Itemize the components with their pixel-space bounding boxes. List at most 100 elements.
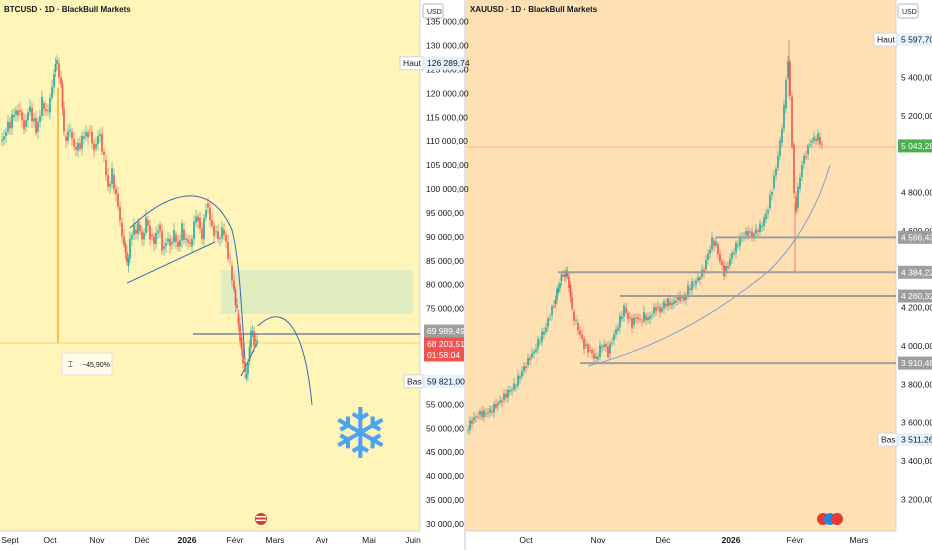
btc-candle: [69, 129, 71, 132]
btc-candle: [3, 136, 5, 140]
xau-candle: [641, 321, 643, 322]
measure-value: −45,90%: [82, 362, 110, 369]
measure-icon: ⌶: [68, 360, 73, 369]
btc-high-badge[interactable]: 126 289,74 Haut: [399, 56, 470, 71]
xau-candle: [499, 400, 501, 403]
btc-y-tick: 45 000,00: [426, 447, 464, 457]
xau-candle: [629, 317, 631, 319]
xau-plot-bg[interactable]: [466, 0, 896, 531]
xau-candle: [751, 231, 753, 239]
btc-candle: [15, 110, 17, 115]
xau-candle: [495, 403, 497, 408]
btc-candle: [67, 131, 69, 141]
btc-candle: [33, 118, 35, 122]
btc-level-badge[interactable]: 69 989,49: [424, 324, 465, 338]
xau-candle: [505, 393, 507, 398]
btc-candle: [7, 121, 9, 132]
xau-level-badge[interactable]: 4 384,22: [898, 265, 932, 279]
btc-y-tick: 130 000,00: [426, 40, 469, 50]
xau-candle: [577, 322, 579, 331]
xau-level-badge-value: 3 910,48: [901, 358, 932, 368]
btc-time-scale[interactable]: [0, 531, 464, 550]
btc-candle: [89, 131, 91, 133]
xau-low-badge[interactable]: 3 511,26 Bas: [877, 432, 932, 447]
xau-candle: [695, 280, 697, 285]
xau-candle: [571, 297, 573, 309]
xau-candle: [821, 144, 823, 146]
btc-zone-rect[interactable]: [221, 270, 413, 314]
pane-divider[interactable]: [464, 0, 466, 550]
xau-y-tick: 4 000,00: [901, 341, 932, 351]
btc-currency-button[interactable]: USD: [422, 3, 444, 19]
xau-level-badge[interactable]: 4 566,43: [898, 230, 932, 244]
xau-low-badge-value: 3 511,26: [901, 435, 932, 445]
xau-candle: [611, 342, 613, 344]
btc-candle: [256, 340, 258, 342]
btc-y-tick: 80 000,00: [426, 280, 464, 290]
btc-price-scale[interactable]: [420, 0, 464, 531]
btc-candle: [139, 224, 141, 232]
xau-candle: [779, 140, 781, 156]
xau-time-scale[interactable]: [466, 531, 932, 550]
btc-plot-bg[interactable]: [0, 0, 420, 531]
xau-candle: [753, 233, 755, 237]
btc-level-badge-value: 69 989,49: [427, 326, 465, 336]
us-flag-icon[interactable]: [255, 513, 267, 525]
xau-candle: [523, 366, 525, 371]
xau-candle: [729, 258, 731, 266]
xau-candle: [657, 306, 659, 308]
btc-candle: [147, 220, 149, 226]
btc-candle: [217, 231, 219, 240]
xau-last-badge[interactable]: 5 043,28: [898, 139, 932, 153]
xau-candle: [719, 254, 721, 263]
xau-candle: [687, 285, 689, 296]
xau-x-tick: 2026: [722, 535, 741, 545]
xau-high-badge-value: 5 597,70: [901, 35, 932, 45]
btc-countdown-badge[interactable]: 01:58:04: [424, 348, 464, 362]
xau-candle: [757, 230, 759, 232]
xau-high-badge[interactable]: 5 597,70 Haut: [873, 32, 932, 47]
xau-candle: [551, 306, 553, 316]
xau-candle: [775, 168, 777, 176]
xau-x-tick: Févr: [787, 535, 804, 545]
xau-candle: [783, 104, 785, 129]
xau-candle: [547, 318, 549, 327]
xau-candle: [791, 96, 793, 148]
btc-low-badge[interactable]: 59 821,00 Bas: [403, 374, 465, 389]
btc-measure-box[interactable]: ⌶ −45,90%: [61, 352, 113, 376]
btc-candle: [17, 110, 19, 116]
btc-candle: [159, 224, 161, 231]
btc-candle: [207, 203, 209, 208]
xau-candle: [765, 213, 767, 220]
xau-level-badge[interactable]: 4 260,32: [898, 289, 932, 303]
btc-currency-label: USD: [427, 9, 442, 16]
us-flag-icon-group[interactable]: [817, 513, 843, 525]
btc-x-tick: 2026: [178, 535, 197, 545]
xau-candle: [623, 305, 625, 317]
btc-trend-lower[interactable]: [126, 241, 216, 284]
btc-candle: [187, 239, 189, 243]
btc-candle: [91, 131, 93, 144]
btc-candle: [56, 59, 58, 65]
btc-candle: [175, 234, 177, 242]
xau-trend-curve[interactable]: [587, 164, 831, 367]
btc-candle: [254, 339, 257, 341]
xau-currency-button[interactable]: USD: [897, 3, 919, 19]
xau-level-badge[interactable]: 3 910,48: [898, 356, 932, 370]
xau-candle: [797, 186, 799, 208]
btc-y-tick: 115 000,00: [426, 112, 468, 122]
btc-arc-curve[interactable]: [129, 195, 246, 361]
xau-candle: [645, 315, 647, 321]
xau-candle: [595, 356, 597, 359]
xau-y-tick: 3 400,00: [901, 456, 932, 466]
btc-candle: [27, 112, 29, 121]
btc-y-tick: 85 000,00: [426, 256, 464, 266]
btc-last-badge[interactable]: 68 203,51: [424, 337, 465, 351]
btc-candle: [205, 210, 207, 218]
btc-candle: [239, 324, 241, 342]
btc-candle: [58, 63, 60, 78]
xau-y-tick: 3 600,00: [901, 418, 932, 428]
btc-candle: [177, 241, 179, 247]
btc-projection-curve[interactable]: [257, 316, 313, 406]
btc-candle: [155, 233, 157, 245]
